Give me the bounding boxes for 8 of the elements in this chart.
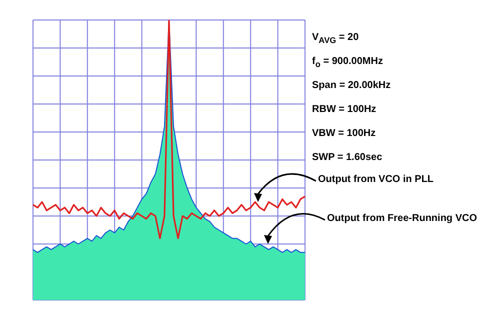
text: f$_{o}$ = 900.00MHz xyxy=(312,56,383,69)
text: Span = 20.00kHz xyxy=(312,80,391,91)
text: RBW = 100Hz xyxy=(312,104,376,115)
series-label: Output from VCO in PLL xyxy=(318,174,434,185)
text: SWP = 1.60sec xyxy=(312,152,382,163)
text: V$_{AVG}$ = 20 xyxy=(312,32,359,45)
text: VBW = 100Hz xyxy=(312,128,376,139)
text: Output from Free-Running VCO xyxy=(327,213,477,224)
